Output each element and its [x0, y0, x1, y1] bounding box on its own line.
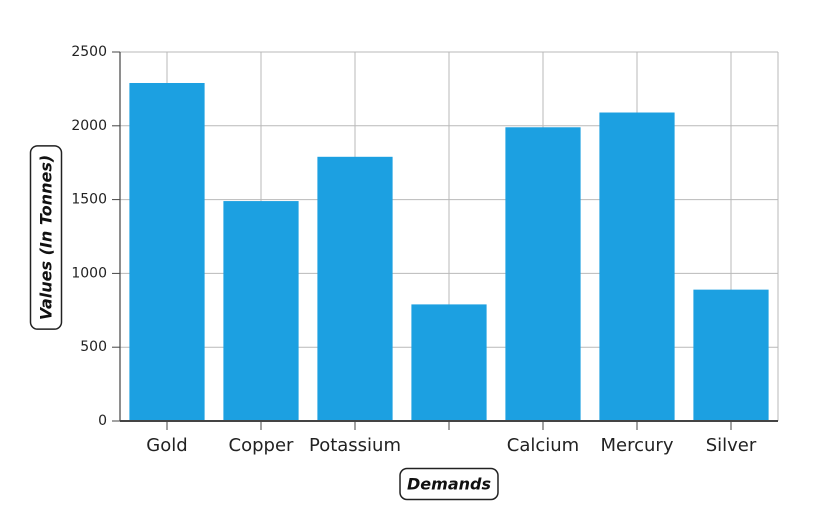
bar [693, 289, 769, 421]
x-category-label: Mercury [601, 435, 674, 456]
y-axis-title: Values (In Tonnes) [29, 145, 63, 330]
x-category-label: Gold [146, 435, 187, 456]
x-category-label: Silver [706, 435, 757, 456]
y-axis-title-text: Values (In Tonnes) [37, 155, 56, 320]
y-tick-label: 1500 [71, 192, 107, 208]
x-category-label: Calcium [507, 435, 579, 456]
bar [317, 156, 393, 421]
bar [411, 304, 487, 421]
y-tick-label: 2000 [71, 118, 107, 134]
axes [112, 51, 778, 430]
bars [129, 82, 769, 422]
y-tick-label: 500 [80, 339, 107, 355]
y-axis-title-box [29, 145, 63, 330]
x-category-label: Copper [229, 435, 295, 456]
y-tick-label: 1000 [71, 265, 107, 281]
bar [129, 82, 205, 421]
y-tick-label: 2500 [71, 44, 107, 60]
bar [223, 201, 299, 421]
x-category-labels: Gold Copper Potassium Calcium Mercury Silver [146, 435, 757, 456]
y-tick-label: 0 [98, 413, 107, 429]
y-tick-labels: 0 500 1000 1500 2000 2500 [71, 44, 107, 429]
x-category-label: Potassium [309, 435, 401, 456]
bar [599, 112, 675, 422]
x-axis-title: Demands [399, 467, 499, 501]
x-axis-title-box [399, 467, 499, 501]
bar [505, 127, 581, 421]
x-axis-title-text: Demands [407, 475, 491, 494]
